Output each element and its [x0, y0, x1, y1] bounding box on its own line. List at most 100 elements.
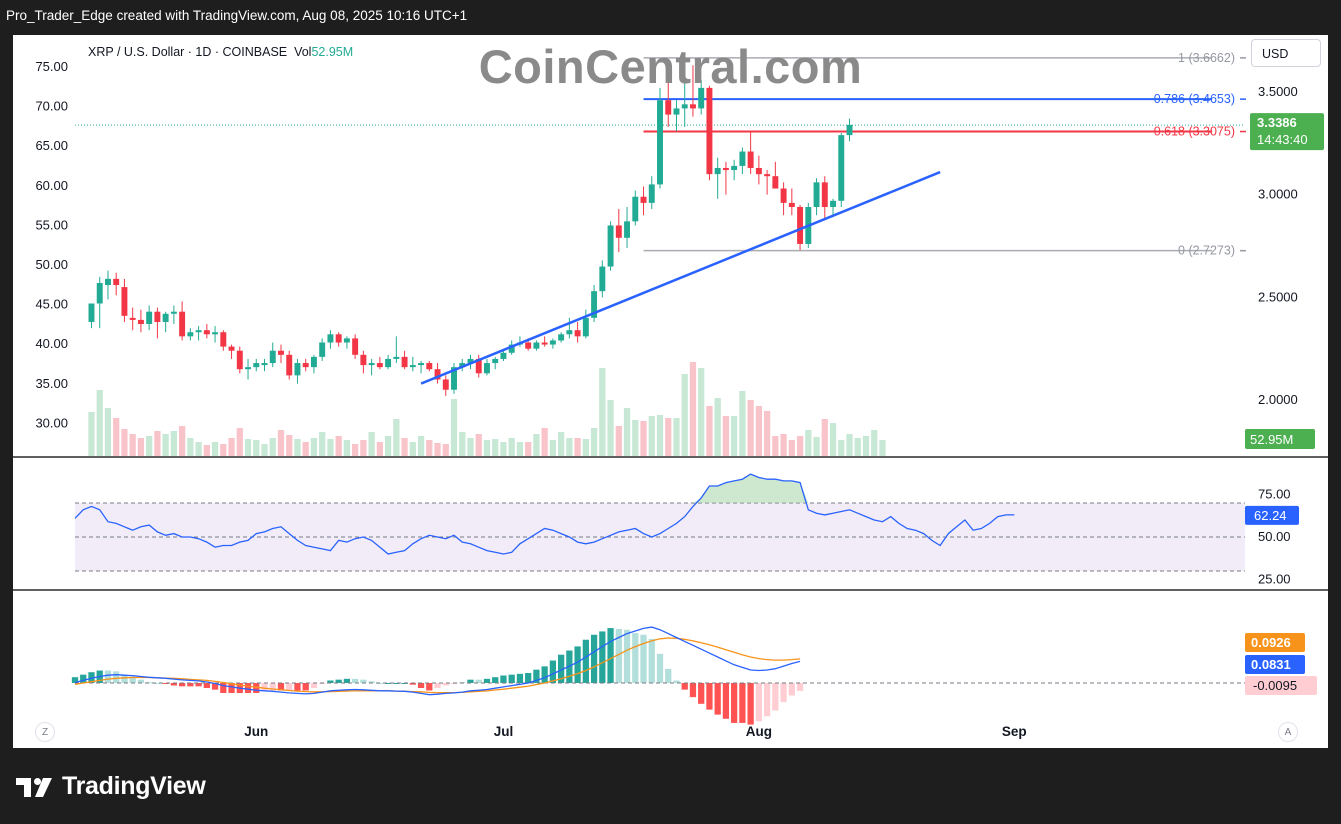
last-price-label: 3.3386	[1257, 115, 1297, 130]
volume-bar	[607, 400, 614, 456]
volume-bar	[417, 436, 425, 456]
volume-bar	[615, 426, 622, 456]
macd-hist-bar	[154, 683, 161, 684]
candle-body	[368, 363, 375, 366]
volume-tick-label: 35.00	[35, 376, 68, 391]
candle-body	[129, 317, 136, 320]
macd-hist-bar	[780, 683, 787, 703]
volume-bar	[772, 436, 779, 456]
macd-hist-bar	[656, 653, 664, 683]
candle-body	[385, 358, 392, 368]
macd-hist-bar	[277, 683, 285, 691]
volume-bar	[566, 438, 573, 456]
volume-bar	[722, 416, 730, 456]
volume-bar	[203, 445, 210, 456]
price-tick-label: 3.5000	[1258, 84, 1298, 99]
macd-hist-bar	[582, 639, 589, 683]
macd-hist-bar	[590, 634, 598, 683]
volume-bar	[352, 444, 359, 456]
volume-bar	[871, 430, 878, 456]
candle-body	[591, 291, 598, 318]
symbol-title: XRP / U.S. Dollar · 1D · COINBASE	[88, 45, 288, 59]
macd-hist-bar	[640, 634, 647, 683]
candle-body	[352, 338, 359, 355]
macd-hist-badge	[1245, 676, 1317, 695]
macd-hist-bar	[104, 670, 112, 683]
candle-body	[286, 354, 293, 376]
volume-bar	[426, 440, 433, 456]
volume-bar	[838, 440, 845, 456]
macd-hist-bar	[146, 682, 153, 684]
candle-body	[88, 303, 95, 322]
rsi-tick-label: 25.00	[1258, 572, 1291, 587]
candle-body	[739, 151, 746, 166]
volume-bar	[228, 438, 235, 456]
macd-hist-bar	[706, 683, 713, 710]
candle-body	[212, 332, 219, 335]
macd-hist-bar	[294, 683, 301, 691]
macd-hist-bar	[549, 660, 557, 683]
volume-bar	[294, 439, 301, 456]
chart-canvas[interactable]: 1 (3.6662) 0.786 (3.4653) 0.618 (3.3075) 0 …	[13, 35, 1328, 748]
volume-bar	[829, 423, 837, 456]
volume-bar	[813, 437, 820, 456]
macd-hist-bar	[500, 675, 507, 683]
macd-hist-bar	[426, 683, 433, 691]
zoom-reset-button[interactable]: Z	[35, 722, 55, 742]
candle-body	[764, 174, 771, 177]
volume-bar	[129, 434, 136, 456]
candle-body	[236, 350, 243, 370]
volume-bar	[731, 416, 738, 456]
candle-body	[261, 363, 268, 366]
volume-bar	[277, 430, 285, 456]
candle-body	[780, 188, 787, 203]
candle-body	[797, 206, 804, 244]
volume-bar	[854, 438, 861, 456]
macd-hist-bar	[170, 683, 178, 686]
volume-bar	[220, 444, 227, 456]
candle-body	[442, 379, 449, 390]
volume-bar	[475, 434, 482, 456]
volume-bar	[310, 438, 318, 456]
volume-label: Vol	[294, 45, 312, 59]
currency-selector[interactable]: USD	[1251, 39, 1321, 67]
macd-hist-bar	[632, 633, 639, 683]
candle-body	[401, 356, 408, 368]
chart-panel[interactable]: 1 (3.6662) 0.786 (3.4653) 0.618 (3.3075) 0 …	[13, 35, 1328, 748]
volume-bar	[508, 438, 515, 456]
macd-hist-bar	[673, 680, 680, 683]
candle-body	[657, 100, 663, 185]
fib-level-label: 1 (3.6662)	[1178, 51, 1235, 65]
candle-body	[665, 100, 672, 115]
volume-tick-label: 75.00	[35, 59, 68, 74]
rsi-tick-label: 75.00	[1258, 487, 1291, 502]
price-tick-label: 2.5000	[1258, 289, 1298, 304]
auto-scale-button[interactable]: A	[1278, 722, 1298, 742]
candle-body	[698, 87, 705, 109]
macd-hist-bar	[368, 681, 375, 683]
candle-body	[96, 282, 103, 304]
candle-body	[599, 266, 606, 292]
watermark-text: CoinCentral.com	[478, 40, 863, 93]
macd-hist-bar	[483, 678, 491, 683]
rsi-line	[74, 473, 1015, 555]
rsi-tick-label: 50.00	[1258, 529, 1291, 544]
macd-signal-badge-label: 0.0926	[1251, 635, 1291, 650]
volume-bar	[557, 432, 565, 456]
volume-bar	[211, 442, 219, 456]
volume-bar	[673, 418, 680, 456]
macd-hist-bar	[203, 683, 210, 688]
candle-body	[640, 196, 647, 203]
volume-bar	[590, 428, 598, 456]
macd-hist-bar	[384, 683, 392, 684]
candle-body	[113, 278, 120, 286]
macd-value-badge-label: 0.0831	[1251, 657, 1291, 672]
macd-hist-bar	[343, 678, 351, 683]
volume-bar	[582, 439, 589, 456]
volume-bar	[154, 431, 161, 456]
macd-hist-bar	[722, 683, 730, 719]
candle-body	[632, 196, 639, 222]
macd-hist-bar	[286, 683, 293, 691]
macd-hist-bar	[162, 683, 169, 684]
candle-body	[434, 369, 441, 380]
